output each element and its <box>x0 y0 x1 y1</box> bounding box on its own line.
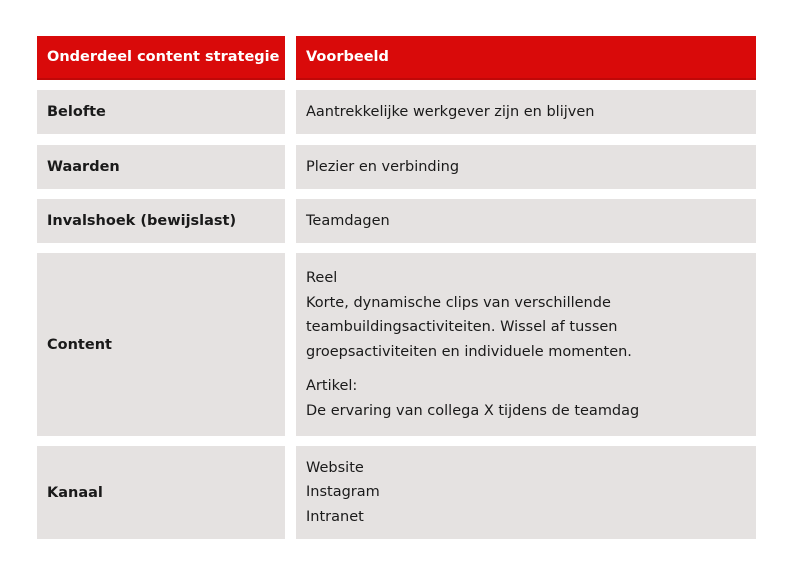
row-label-content: Content <box>37 253 285 436</box>
content-line: Artikel: <box>306 378 358 394</box>
channel-item: Instagram <box>306 484 380 501</box>
header-col-2: Voorbeeld <box>296 36 756 80</box>
content-line: De ervaring van collega X tijdens de tea… <box>306 402 640 419</box>
header-col-1: Onderdeel content strategie <box>37 36 285 80</box>
content-line: Reel <box>306 270 338 286</box>
row-value-content: Reel Korte, dynamische clips van verschi… <box>296 253 756 436</box>
channel-item: Website <box>306 459 364 476</box>
row-value-invalshoek: Teamdagen <box>296 199 756 243</box>
row-label-belofte: Belofte <box>37 90 285 134</box>
row-label-kanaal: Kanaal <box>37 446 285 539</box>
row-value-kanaal: Website Instagram Intranet <box>296 446 756 539</box>
row-value-belofte: Aantrekkelijke werkgever zijn en blijven <box>296 90 756 134</box>
row-value-waarden: Plezier en verbinding <box>296 145 756 189</box>
content-line: teambuildingsactiviteiten. Wissel af tus… <box>306 319 618 335</box>
content-line: groepsactiviteiten en individuele moment… <box>306 343 632 360</box>
row-label-waarden: Waarden <box>37 145 285 189</box>
row-label-invalshoek: Invalshoek (bewijslast) <box>37 199 285 243</box>
channel-item: Intranet <box>306 508 364 525</box>
content-line: Korte, dynamische clips van verschillend… <box>306 294 611 311</box>
